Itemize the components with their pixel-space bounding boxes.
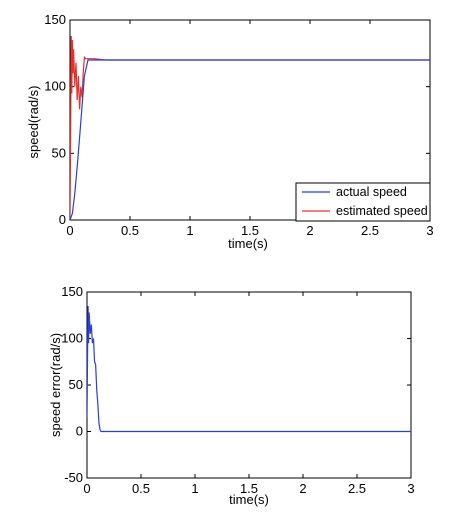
y-tick-label: -50	[64, 470, 83, 485]
y-tick-label: 100	[61, 331, 83, 346]
y-tick-label: 0	[59, 212, 66, 227]
plot-area	[86, 291, 412, 479]
x-tick-label: 0.5	[132, 481, 150, 496]
x-tick-label: 2.5	[348, 481, 366, 496]
x-tick-label: 2.5	[361, 223, 379, 238]
series-group	[70, 35, 430, 220]
y-tick-label: 0	[76, 424, 83, 439]
x-axis-label: time(s)	[229, 492, 269, 507]
speed-chart: 0 0.5 1 1.5 2 2.5 3 0 50 100 150 time(s) speed(ra…	[26, 12, 434, 251]
y-tick-label: 50	[69, 377, 83, 392]
x-tick-label: 2	[306, 223, 313, 238]
y-axis: -50 0 50 100 150	[61, 284, 411, 485]
y-axis: 0 50 100 150	[44, 12, 430, 227]
x-axis: 0 0.5 1 1.5 2 2.5 3	[83, 292, 415, 496]
series-line-0	[70, 59, 430, 220]
x-tick-label: 1.5	[240, 481, 258, 496]
y-axis-label: speed error(rad/s)	[48, 333, 63, 437]
x-tick-label: 0	[83, 481, 90, 496]
y-tick-label: 50	[52, 145, 66, 160]
y-axis-label: speed(rad/s)	[26, 86, 41, 159]
legend-label-estimated: estimated speed	[336, 204, 428, 218]
x-tick-label: 3	[407, 481, 414, 496]
series-group	[87, 305, 411, 433]
x-tick-label: 0.5	[121, 223, 139, 238]
legend-label-actual: actual speed	[336, 185, 407, 199]
x-axis-label: time(s)	[228, 236, 268, 251]
x-tick-label: 1	[186, 223, 193, 238]
y-tick-label: 150	[61, 284, 83, 299]
legend-box	[295, 182, 431, 222]
series-line-0	[87, 305, 411, 433]
x-tick-label: 0	[66, 223, 73, 238]
x-tick-label: 3	[426, 223, 433, 238]
legend: actual speed estimated speed	[295, 182, 431, 222]
x-tick-label: 2	[299, 481, 306, 496]
x-tick-label: 1.5	[241, 223, 259, 238]
y-tick-label: 100	[44, 79, 66, 94]
y-tick-label: 150	[44, 12, 66, 27]
x-tick-label: 1	[191, 481, 198, 496]
